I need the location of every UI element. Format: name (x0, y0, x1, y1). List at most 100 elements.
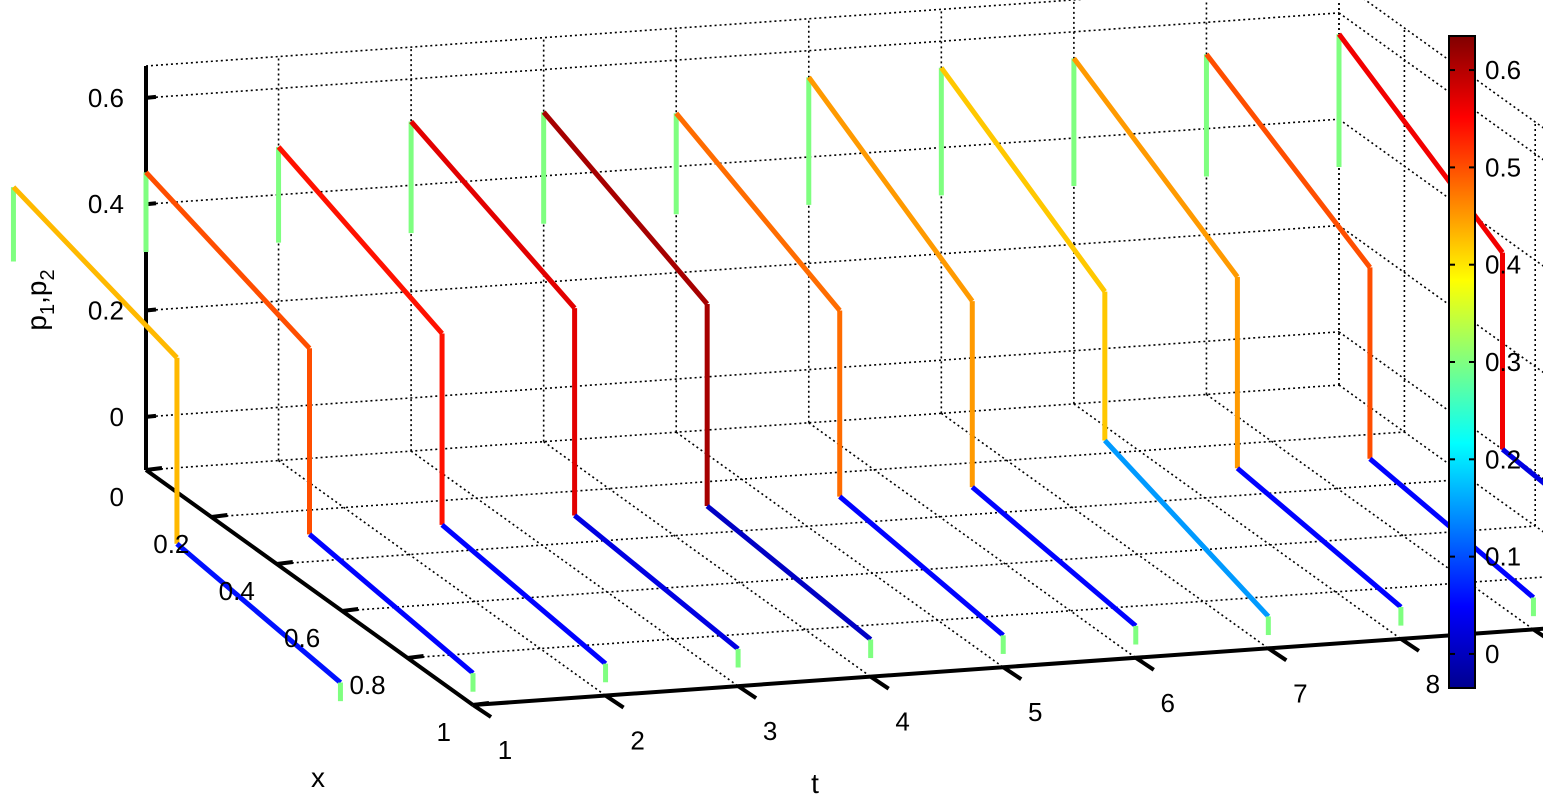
grid-side-horizontal (1338, 12, 1543, 161)
colorbar-tick-label: 0.2 (1485, 444, 1521, 474)
t-tick-label: 6 (1161, 688, 1175, 718)
z-tick-label: 0.4 (88, 189, 124, 219)
t-tick-label: 2 (630, 726, 644, 756)
series-t-6 (673, 111, 1006, 654)
colorbar-tick-label: 0.4 (1485, 250, 1521, 280)
colorbar: 0 0.1 0.2 0.3 0.4 0.5 0.6 (1448, 35, 1521, 689)
series-high-segment (674, 111, 842, 313)
z-tick-mark (145, 94, 157, 100)
grid-back-horizontal (145, 331, 1340, 418)
colorbar-tick-label: 0.3 (1485, 347, 1521, 377)
t-tick-mark (1267, 646, 1288, 662)
series-low-segment (838, 494, 1005, 638)
grid-floor-x (543, 441, 872, 678)
grid-back-horizontal (145, 12, 1340, 99)
grid-floor-x (1073, 403, 1402, 640)
series-high-segment (1071, 56, 1240, 279)
t-tick-mark (1002, 665, 1023, 681)
t-tick-label: 8 (1426, 669, 1440, 699)
grid-back-horizontal (145, 224, 1340, 312)
z-tick-label: 0 (110, 402, 124, 432)
series-low-segment (1500, 447, 1543, 486)
grid-floor-x (410, 450, 739, 687)
grid-floor-t (211, 431, 1405, 518)
grid-side-top (1364, 0, 1543, 129)
series-low-segment (440, 522, 608, 666)
z-tick-label: 0.2 (88, 296, 124, 326)
t-tick-mark (869, 675, 890, 691)
x-axis-label: x (311, 762, 325, 793)
t-tick-label: 5 (1028, 697, 1042, 727)
x-tick-mark (211, 513, 228, 519)
series-low-segment (970, 485, 1138, 628)
colorbar-tick-label: 0 (1485, 639, 1499, 669)
grid-floor-t (342, 525, 1536, 612)
series-high-segment (1204, 52, 1372, 269)
series-t-7 (806, 75, 1139, 645)
t-tick-mark (471, 703, 493, 719)
x-tick-mark (341, 607, 359, 613)
series-t-4 (408, 119, 741, 668)
t-tick-label: 4 (895, 707, 909, 737)
grid-floor-x (278, 459, 607, 697)
t-axis-label: t (811, 768, 819, 799)
series-high-segment (11, 185, 179, 360)
series-high-segment (1336, 32, 1505, 255)
t-tick-label: 3 (763, 716, 777, 746)
series-high-segment (939, 66, 1107, 294)
t-tick-mark (604, 693, 625, 710)
series-low-segment (1103, 438, 1271, 619)
series-low-segment (705, 504, 873, 642)
grid-floor-t (276, 478, 1470, 565)
t-tick-mark (1399, 637, 1420, 653)
series-t-8 (938, 66, 1271, 636)
series-high-segment (541, 110, 710, 306)
series-t-5 (541, 110, 874, 659)
series-t-2 (143, 170, 476, 692)
series-low-segment (573, 513, 740, 651)
x-tick-mark (407, 654, 424, 660)
tick-labels: 00.20.40.600.20.40.60.8112345678910 (88, 83, 1440, 765)
x-tick-label: 0 (110, 482, 124, 512)
grid-floor-x (808, 422, 1137, 659)
z-tick-label: 0.6 (88, 83, 124, 113)
x-tick-mark (276, 560, 294, 566)
series-t-3 (276, 145, 609, 683)
series-low-segment (1235, 466, 1403, 609)
x-tick-label: 0.8 (349, 670, 385, 700)
x-tick-label: 0.2 (153, 529, 189, 559)
series-low-segment (307, 532, 475, 676)
series-t-10 (1203, 52, 1536, 617)
t-tick-mark (1134, 656, 1155, 672)
series-high-segment (144, 170, 312, 350)
grid-lines (145, 0, 1543, 706)
t-axis-line (472, 626, 1543, 707)
grid-side-horizontal (1338, 118, 1543, 267)
series-low-segment (175, 541, 343, 685)
series-t-1 (10, 185, 343, 702)
x-tick-label: 0.4 (219, 576, 255, 606)
t-tick-mark (1532, 627, 1543, 639)
grid-floor-x (940, 412, 1269, 649)
grid-back-horizontal (145, 118, 1340, 206)
series-high-segment (409, 119, 577, 310)
grid-floor-t (145, 384, 1340, 471)
grid-floor-x (1338, 384, 1543, 533)
series-high-segment (276, 145, 444, 336)
colorbar-ticks: 0 0.1 0.2 0.3 0.4 0.5 0.6 (1449, 55, 1521, 669)
series-t-9 (1071, 56, 1404, 626)
z-tick-mark (145, 307, 157, 313)
x-tick-mark (145, 466, 163, 472)
z-axis-label: p1,p2 (21, 269, 59, 330)
colorbar-tick-label: 0.6 (1485, 55, 1521, 85)
grid-floor-t (407, 576, 1543, 659)
grid-floor-x (1205, 393, 1534, 631)
colorbar-tick-label: 0.5 (1485, 152, 1521, 182)
z-tick-mark (145, 413, 157, 419)
grid-back-top (145, 0, 1084, 67)
t-tick-label: 7 (1293, 678, 1307, 708)
x-tick-label: 0.6 (284, 623, 320, 653)
series-high-segment (806, 75, 975, 303)
grid-floor-x (675, 431, 1004, 668)
t-tick-label: 1 (498, 735, 512, 765)
